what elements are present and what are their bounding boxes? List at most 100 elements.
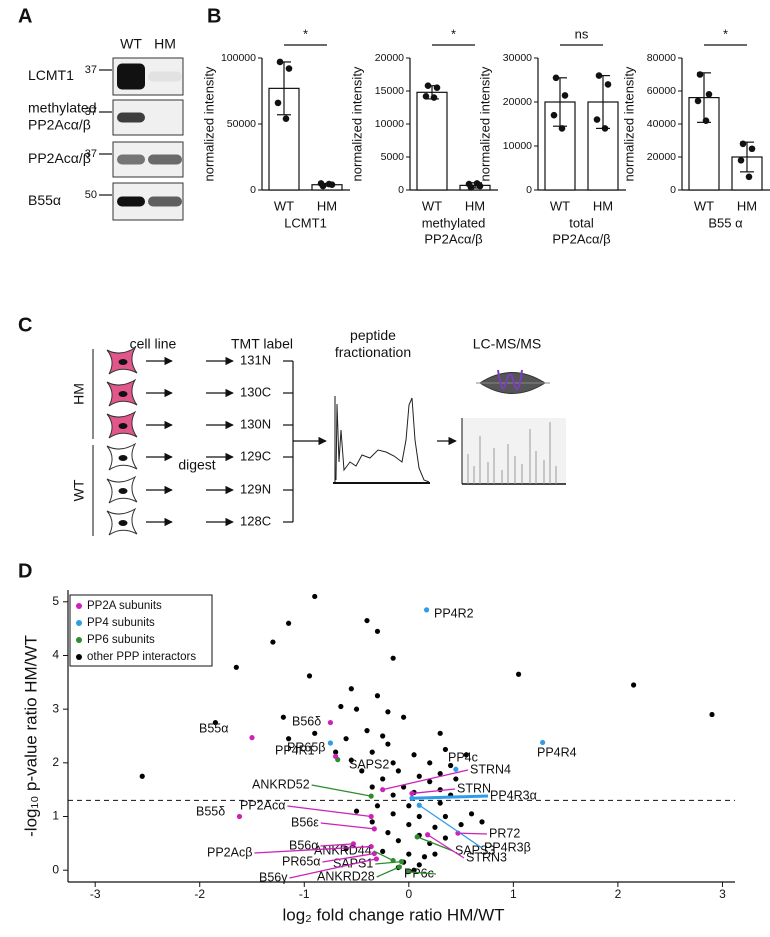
data-point (390, 792, 396, 798)
data-point (479, 819, 485, 825)
data-point (233, 664, 239, 670)
point-label: PP4c (448, 750, 478, 764)
data-point (748, 145, 756, 153)
label-leader (407, 871, 436, 875)
data-point (390, 760, 396, 766)
data-point (317, 180, 325, 187)
panel-label: D (18, 560, 32, 582)
data-point (595, 72, 603, 79)
workflow-header: cell line (130, 336, 177, 352)
point-label: PP4R4 (537, 745, 577, 759)
data-point (406, 851, 412, 857)
data-point (437, 770, 443, 777)
data-point (385, 709, 391, 715)
data-point (442, 813, 449, 820)
data-point (282, 115, 290, 123)
y-axis-title: normalized intensity (201, 66, 216, 181)
lane-label: WT (120, 36, 142, 52)
tmt-label: 131N (240, 352, 271, 367)
y-tick-label: 0 (250, 184, 256, 196)
y-tick-label: 20000 (375, 52, 404, 64)
point-label: PR65α (282, 854, 321, 868)
point-label: STRN3 (466, 850, 507, 864)
significance-label: * (723, 26, 728, 41)
y-axis-title: normalized intensity (621, 66, 636, 181)
data-point (739, 140, 747, 148)
label-leader (322, 852, 375, 863)
data-point (369, 819, 375, 825)
data-point (380, 848, 386, 855)
y-tick-label: 20000 (647, 151, 676, 163)
point-label: STRN4 (470, 762, 511, 776)
molecular-weight: 50 (85, 189, 97, 201)
y-axis-title: normalized intensity (349, 66, 364, 181)
data-point (630, 682, 637, 688)
point-label: B55δ (196, 804, 225, 818)
y-tick-label: 10000 (375, 118, 404, 130)
y-tick-label: 60000 (647, 85, 676, 97)
data-point (369, 784, 375, 790)
cell (106, 475, 138, 504)
y-tick-label: 5000 (381, 151, 405, 163)
data-point (416, 773, 422, 779)
lane-label: HM (154, 36, 176, 52)
cell-nucleus (118, 455, 128, 461)
y-tick-label: 40000 (647, 118, 676, 130)
data-point (364, 728, 370, 734)
label-leader (311, 784, 372, 797)
label-leader (254, 845, 372, 854)
spectrum-box (462, 418, 566, 485)
data-point (325, 180, 333, 188)
x-tick-label: HM (317, 198, 337, 213)
y-tick-label: 0 (670, 184, 676, 196)
blot-band (148, 71, 182, 82)
significance-label: ns (575, 26, 589, 41)
panel-label: C (18, 314, 32, 336)
x-axis-title: PP2Acα/β (424, 231, 482, 246)
data-point (371, 826, 377, 832)
data-point (270, 639, 276, 645)
data-point (385, 830, 391, 836)
data-point (374, 628, 381, 634)
data-point (424, 82, 432, 90)
tmt-label: 130C (240, 384, 271, 399)
x-axis-title: log₂ fold change ratio HM/WT (282, 905, 504, 924)
data-point (432, 851, 438, 857)
data-point (333, 753, 339, 759)
y-tick-label: 50000 (227, 118, 256, 130)
data-point (552, 74, 560, 82)
tmt-label: 130N (240, 416, 271, 431)
y-tick-label: 3 (52, 701, 59, 715)
data-point (364, 617, 370, 624)
label-leader (289, 858, 377, 879)
molecular-weight: 37 (85, 106, 97, 118)
molecular-weight: 37 (85, 148, 97, 160)
x-tick-label: HM (737, 198, 757, 213)
legend-box (69, 594, 213, 667)
data-point (380, 733, 386, 739)
y-axis-title: normalized intensity (477, 66, 492, 181)
x-tick-label: WT (274, 198, 294, 213)
label-leader (427, 834, 465, 859)
point-label: B56γ (259, 870, 288, 884)
y-tick-label: 0 (52, 862, 59, 876)
data-point (380, 776, 386, 782)
y-tick-label: 0 (398, 184, 404, 196)
point-label: PP2Acα (240, 798, 285, 812)
point-label: B56α (289, 838, 318, 852)
data-point (558, 125, 566, 132)
legend-marker (76, 637, 82, 643)
data-point (390, 811, 396, 817)
label-leader (457, 832, 488, 835)
blot-band (117, 63, 145, 90)
data-point (359, 768, 365, 774)
data-point (236, 813, 243, 820)
data-point (406, 803, 412, 809)
blot-row-label: B55α (28, 192, 61, 208)
data-point (423, 607, 430, 613)
data-point (139, 773, 145, 779)
legend-marker (76, 620, 82, 626)
label-leader (320, 843, 354, 847)
data-point (385, 741, 391, 747)
